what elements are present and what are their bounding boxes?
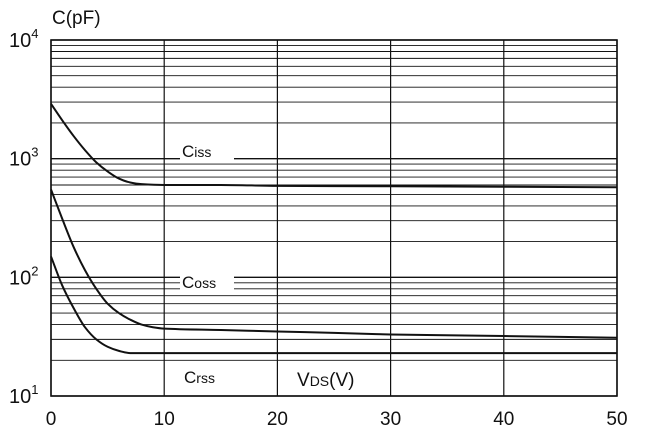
series-line-crss	[51, 256, 617, 353]
series-label-coss: Coss	[182, 273, 216, 292]
y-axis-label: C(pF)	[52, 8, 101, 29]
y-tick-label: 101	[9, 382, 38, 408]
x-axis-label-subscript: DS	[310, 373, 329, 389]
series-lines	[51, 104, 617, 353]
x-tick-label: 20	[267, 409, 288, 425]
series-label-ciss: Ciss	[182, 142, 211, 161]
plot-frame	[51, 40, 617, 396]
y-tick-label: 104	[9, 26, 38, 52]
x-axis-label: VDS(V)	[297, 370, 354, 391]
labels: C(pF) VDS(V) 101 102 103 104 0 10 20 30 40 50 Ciss…	[9, 8, 628, 425]
x-tick-label: 40	[493, 409, 514, 425]
y-tick-label: 102	[9, 263, 38, 289]
grid	[51, 40, 617, 396]
series-line-ciss	[51, 104, 617, 187]
y-tick-label: 103	[9, 145, 38, 171]
x-tick-label: 30	[380, 409, 401, 425]
series-label-crss: Crss	[184, 368, 215, 387]
x-tick-label: 50	[606, 409, 627, 425]
series-line-coss	[51, 189, 617, 337]
x-tick-label: 10	[154, 409, 175, 425]
x-tick-label: 0	[46, 409, 57, 425]
